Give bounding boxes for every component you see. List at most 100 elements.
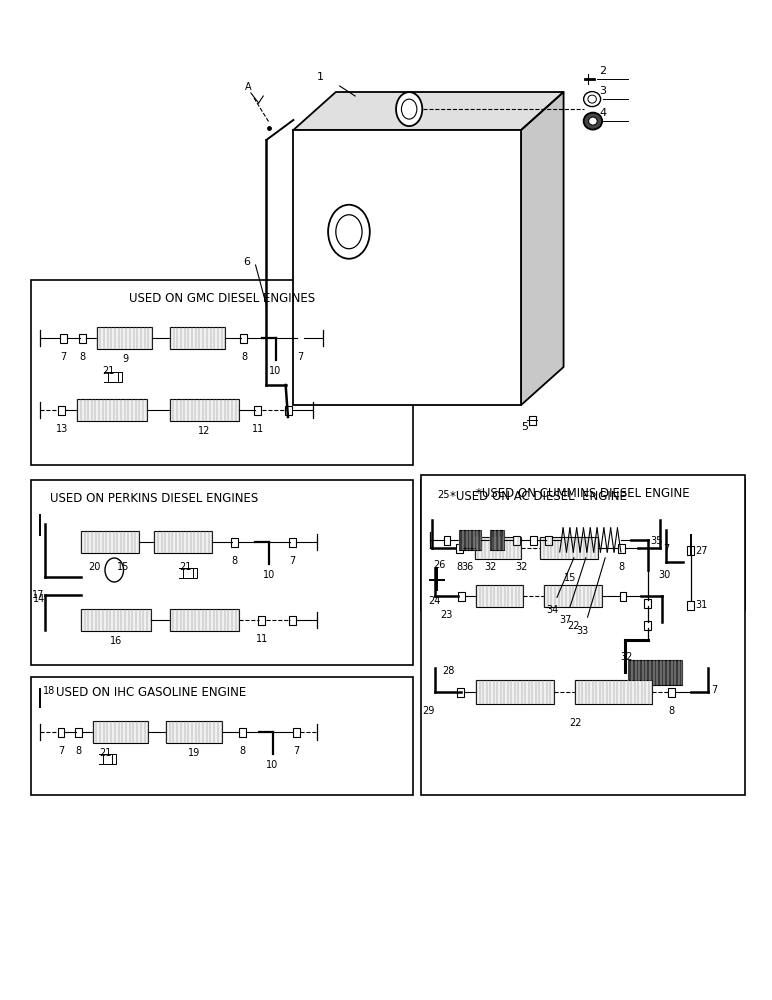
Text: 24: 24	[428, 596, 441, 606]
Text: 8: 8	[76, 746, 82, 756]
Text: 11: 11	[256, 634, 268, 644]
Bar	[540, 537, 598, 559]
Text: 13: 13	[56, 424, 68, 434]
Text: 7: 7	[290, 556, 296, 566]
Text: 30: 30	[659, 570, 671, 580]
Text: 8: 8	[232, 556, 238, 566]
Text: *USED ON CUMMINS DIESEL ENGINE: *USED ON CUMMINS DIESEL ENGINE	[476, 487, 689, 500]
Text: 4: 4	[599, 108, 606, 118]
Bar	[688, 600, 695, 609]
Bar	[239, 728, 245, 736]
Circle shape	[336, 215, 362, 249]
Polygon shape	[293, 92, 564, 130]
Bar	[444, 536, 451, 544]
Bar	[458, 688, 465, 696]
Ellipse shape	[584, 92, 601, 107]
Text: 20: 20	[88, 562, 100, 572]
Text: 7: 7	[297, 352, 303, 362]
Bar	[513, 536, 520, 544]
Text: 7: 7	[293, 746, 300, 756]
Bar	[166, 721, 222, 743]
Circle shape	[105, 558, 124, 582]
Bar	[31, 280, 413, 465]
Bar	[31, 480, 413, 665]
Text: 19: 19	[188, 748, 200, 758]
Bar	[645, 598, 652, 607]
Text: 7: 7	[663, 544, 669, 554]
Text: 15: 15	[117, 562, 130, 572]
Text: 2: 2	[599, 66, 606, 76]
Bar	[59, 406, 65, 414]
Bar	[546, 536, 553, 544]
Text: 8: 8	[456, 562, 462, 572]
Text: 8: 8	[80, 352, 86, 362]
Text: 7: 7	[711, 685, 717, 695]
Bar	[475, 537, 521, 559]
Text: 23: 23	[440, 610, 452, 620]
Text: 12: 12	[198, 426, 211, 436]
Bar	[490, 530, 504, 550]
Polygon shape	[521, 92, 564, 405]
Text: 14: 14	[32, 594, 45, 604]
Text: 32: 32	[620, 652, 632, 662]
Text: 27: 27	[696, 546, 708, 556]
Text: 15: 15	[564, 573, 576, 583]
Bar	[293, 728, 300, 736]
Text: 3: 3	[599, 86, 606, 96]
Text: 11: 11	[252, 424, 264, 434]
Text: 1: 1	[317, 72, 323, 82]
Bar	[289, 615, 296, 624]
Bar	[80, 334, 86, 342]
Text: 28: 28	[442, 666, 455, 676]
Text: 10: 10	[266, 760, 279, 770]
Text: 29: 29	[422, 706, 435, 716]
Ellipse shape	[588, 95, 597, 103]
Text: 26: 26	[433, 560, 445, 570]
Bar	[688, 546, 695, 554]
Bar	[232, 538, 238, 546]
Bar	[170, 609, 239, 631]
Text: 22: 22	[569, 718, 581, 728]
Bar	[618, 544, 625, 552]
Bar	[81, 609, 151, 631]
Bar	[530, 416, 537, 424]
Bar	[170, 399, 239, 421]
Text: USED ON GMC DIESEL ENGINES: USED ON GMC DIESEL ENGINES	[129, 292, 315, 305]
Bar	[669, 688, 676, 696]
Bar	[421, 475, 745, 795]
Circle shape	[328, 205, 370, 259]
Text: USED ON IHC GASOLINE ENGINE: USED ON IHC GASOLINE ENGINE	[56, 686, 245, 699]
Text: 32: 32	[484, 562, 496, 572]
Bar	[476, 680, 554, 704]
Bar	[289, 538, 296, 546]
Bar	[31, 677, 413, 795]
Bar	[459, 530, 481, 550]
Bar	[456, 544, 463, 552]
Text: 34: 34	[546, 605, 558, 615]
Bar	[57, 728, 64, 736]
Bar	[170, 327, 225, 349]
Ellipse shape	[588, 117, 598, 125]
Text: 7: 7	[60, 352, 66, 362]
Bar	[296, 334, 303, 342]
Text: A: A	[245, 82, 252, 92]
Bar	[93, 721, 148, 743]
Bar	[76, 728, 82, 736]
Bar	[544, 585, 602, 607]
Text: 21: 21	[179, 562, 191, 572]
Text: 10: 10	[269, 366, 281, 376]
Text: USED ON PERKINS DIESEL ENGINES: USED ON PERKINS DIESEL ENGINES	[50, 492, 259, 505]
Text: 37: 37	[560, 615, 572, 625]
Text: 16: 16	[110, 636, 122, 646]
Bar	[241, 334, 247, 342]
Text: 25: 25	[438, 490, 450, 500]
Text: 36: 36	[461, 562, 473, 572]
Bar	[421, 480, 745, 610]
Text: 6: 6	[243, 257, 251, 267]
Bar	[575, 680, 652, 704]
Ellipse shape	[584, 113, 602, 130]
Text: 8: 8	[239, 746, 245, 756]
Text: 31: 31	[696, 600, 708, 610]
Bar	[96, 327, 152, 349]
Bar	[645, 620, 652, 630]
